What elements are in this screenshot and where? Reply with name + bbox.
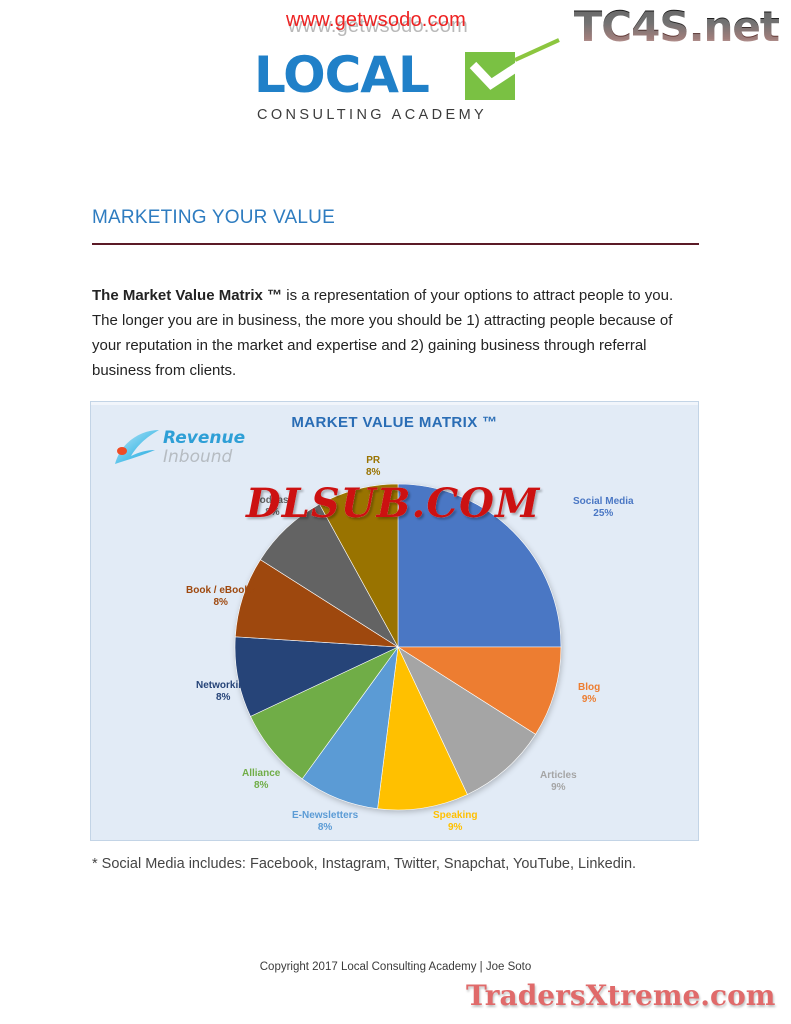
chart-footnote: * Social Media includes: Facebook, Insta… (92, 856, 637, 872)
brand-checkmark-icon (469, 38, 560, 90)
pie-slice-label-value: 8% (317, 822, 333, 833)
pie-chart-svg (234, 483, 562, 811)
pie-slice-label: Book / eBooks 8% (186, 585, 255, 609)
pie-slice-label-value: 8% (253, 780, 269, 791)
pie-slice-label-name: PR (366, 455, 381, 466)
watermark-tc4s: TC4S.net (573, 2, 780, 51)
pie-slice-label-name: E-Newsletters (292, 810, 359, 821)
pie-slice-label: Blog 9% (578, 682, 600, 706)
watermark-getwsodo-ghost: www.getwsodo.com (288, 15, 468, 37)
pie-slice-label-name: Alliance (242, 768, 281, 779)
pie-slice-label: Social Media 25% (573, 496, 634, 520)
pie-slice (396, 646, 562, 735)
body-paragraph: The Market Value Matrix ™ is a represent… (92, 283, 700, 383)
pie-slice-label-value: 9% (448, 822, 463, 833)
pie-slice-label-name: Articles (540, 770, 577, 781)
pie-slice-label: Alliance 8% (242, 768, 280, 792)
body-paragraph-text: is a representation of your options to a… (92, 287, 674, 379)
pie-slice-label-value: 9% (581, 694, 597, 705)
pie-slice-label: Podcast 8% (253, 495, 292, 519)
pie-slice-label-name: Podcast (253, 495, 292, 506)
brand-subtitle: CONSULTING ACADEMY (257, 107, 488, 123)
watermark-tradersxtreme: TradersXtreme.com (464, 979, 776, 1012)
chart-panel: MARKET VALUE MATRIX ™ Revenue Inbound (90, 401, 699, 841)
watermark-dlsub: DLSUB.COM (246, 484, 540, 524)
pie-slice-label: PR 8% (366, 455, 380, 479)
brand-logo: LOCAL CONSULTING ACADEMY (254, 38, 560, 130)
pie-slice-label-value: 8% (366, 467, 381, 478)
revenue-inbound-name-line2: Inbound (163, 447, 233, 467)
revenue-inbound-swoosh-icon (115, 430, 159, 464)
pie-slice (319, 483, 399, 648)
pie-slice-label: E-Newsletters 8% (292, 810, 358, 834)
pie-slice-label: Articles 9% (540, 770, 577, 794)
pie-slice (397, 646, 537, 795)
heading-divider (92, 243, 699, 245)
watermark-dlsub-text: DLSUB.COM (246, 480, 541, 527)
watermark-getwsodo-text: www.getwsodo.com (286, 9, 466, 31)
page-title: MARKETING YOUR VALUE (92, 207, 335, 228)
pie-slice-label-value: 8% (216, 692, 231, 703)
pie-slice-label-value: 9% (551, 782, 566, 793)
pie-slice-label-value: 8% (213, 597, 228, 608)
pie-slice-label-value: 8% (265, 507, 280, 518)
pie-slice-label-name: Social Media (573, 496, 634, 507)
pie-slice-label-value: 25% (593, 508, 614, 519)
pie-chart: Social Media 25% Blog 9% Articles 9% Speaking 9… (186, 455, 634, 833)
pie-slice (397, 483, 562, 648)
revenue-inbound-logo: Revenue Inbound (111, 426, 261, 472)
footer-copyright: Copyright 2017 Local Consulting Academy … (259, 961, 532, 973)
pie-slice-label-name: Book / eBooks (186, 585, 256, 596)
panel-top-highlight (91, 402, 698, 405)
revenue-inbound-name-line1: Revenue (163, 428, 246, 448)
pie-slice-label: Networking 8% (196, 680, 250, 704)
chart-title: MARKET VALUE MATRIX ™ (291, 414, 498, 431)
brand-wordmark: LOCAL (254, 46, 430, 104)
pie-slice-label-name: Speaking (433, 810, 478, 821)
body-lead-bold: The Market Value Matrix ™ (92, 287, 283, 304)
pie-slice-label-name: Blog (578, 682, 601, 693)
pie-slice (377, 645, 468, 811)
pie-slice-label: Speaking 9% (433, 810, 477, 834)
watermark-getwsodo: www.getwsodo.com www.getwsodo.com (286, 7, 516, 37)
pie-slice-label-name: Networking (196, 680, 251, 691)
